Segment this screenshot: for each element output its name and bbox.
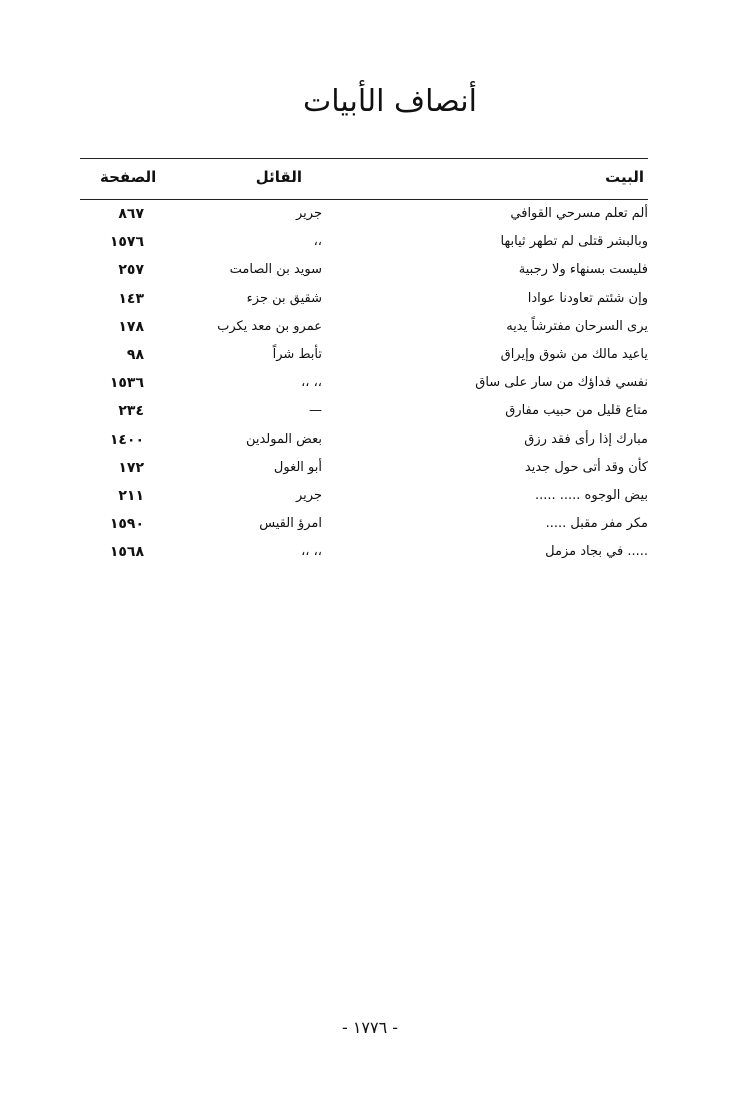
row-verse: بيض الوجوه ..... ..... <box>534 488 648 503</box>
row-speaker: ،، ،، <box>301 375 322 391</box>
row-speaker: سويد بن الصامت <box>229 262 322 278</box>
row-speaker: جرير <box>296 206 322 221</box>
table-row: وبالبشر قتلى لم تطهر ثيابها ،، ١٥٧٦ <box>80 234 648 262</box>
row-verse: متاع قليل من حبيب مفارق <box>505 403 648 419</box>
row-speaker: ،، ،، <box>301 544 322 560</box>
row-page: ٢٥٧ <box>118 262 144 279</box>
row-verse: فليست بسنهاء ولا رجبية <box>518 262 648 278</box>
table-row: كأن وقد أتى حول جديد أبو الغول ١٧٢ <box>80 460 648 488</box>
row-page: ٨٦٧ <box>118 206 144 222</box>
row-page: ٩٨ <box>126 347 144 363</box>
header-speaker: القائل <box>255 168 302 186</box>
row-page: ١٥٣٦ <box>109 375 144 392</box>
row-speaker: — <box>309 403 322 419</box>
row-verse: مبارك إذا رأى فقد رزق <box>524 431 648 447</box>
table-row: وإن شئتم تعاودنا عوادا شقيق بن جزء ١٤٣ <box>80 291 648 319</box>
table-row: مكر مفر مقبل ..... امرؤ القيس ١٥٩٠ <box>80 516 648 544</box>
row-verse: كأن وقد أتى حول جديد <box>524 459 648 475</box>
header-top-rule <box>80 158 648 159</box>
row-verse: وبالبشر قتلى لم تطهر ثيابها <box>500 234 648 250</box>
page-number: - ١٧٧٦ - <box>341 1018 399 1037</box>
table-row: فليست بسنهاء ولا رجبية سويد بن الصامت ٢٥٧ <box>80 262 648 290</box>
row-page: ٢١١ <box>118 488 144 504</box>
table-row: ..... في بجاد مزمل ،، ،، ١٥٦٨ <box>80 544 648 572</box>
table-row: نفسي فداؤك من سار على ساق ،، ،، ١٥٣٦ <box>80 375 648 403</box>
row-page: ١٧٢ <box>118 459 144 476</box>
row-page: ١٥٦٨ <box>109 544 144 561</box>
table-row: يرى السرحان مفترشاً يديه عمرو بن معد يكرب… <box>80 319 648 347</box>
page-title: أنصاف الأبيات <box>303 84 477 119</box>
table-row: مبارك إذا رأى فقد رزق بعض المولدين ١٤٠٠ <box>80 432 648 460</box>
row-verse: ألم تعلم مسرحي القوافي <box>510 206 648 221</box>
row-page: ١٤٠٠ <box>109 431 144 448</box>
row-verse: ياعيد مالك من شوق وإيراق <box>500 347 648 362</box>
row-verse: ..... في بجاد مزمل <box>545 544 648 560</box>
table-row: بيض الوجوه ..... ..... جرير ٢١١ <box>80 488 648 516</box>
row-speaker: تأبط شراً <box>272 347 322 362</box>
row-speaker: أبو الغول <box>273 459 322 475</box>
row-speaker: عمرو بن معد يكرب <box>217 318 322 334</box>
row-page: ٢٣٤ <box>118 403 144 420</box>
table-row: ياعيد مالك من شوق وإيراق تأبط شراً ٩٨ <box>80 347 648 375</box>
row-speaker: جرير <box>296 488 322 503</box>
row-verse: نفسي فداؤك من سار على ساق <box>475 375 648 391</box>
header-page: الصفحة <box>100 168 157 186</box>
table-row: ألم تعلم مسرحي القوافي جرير ٨٦٧ <box>80 206 648 234</box>
row-page: ١٤٣ <box>118 290 144 307</box>
table-row: متاع قليل من حبيب مفارق — ٢٣٤ <box>80 403 648 431</box>
row-page: ١٥٩٠ <box>109 516 144 533</box>
header-bottom-rule <box>80 199 648 200</box>
header-verse: البيت <box>605 168 644 186</box>
row-speaker: شقيق بن جزء <box>246 290 322 306</box>
row-verse: وإن شئتم تعاودنا عوادا <box>527 290 648 306</box>
row-page: ١٥٧٦ <box>109 234 144 251</box>
row-speaker: بعض المولدين <box>245 431 322 447</box>
row-page: ١٧٨ <box>118 318 144 335</box>
row-speaker: ،، <box>313 234 322 250</box>
row-speaker: امرؤ القيس <box>259 516 322 532</box>
row-verse: يرى السرحان مفترشاً يديه <box>506 318 648 334</box>
row-verse: مكر مفر مقبل ..... <box>545 516 648 532</box>
